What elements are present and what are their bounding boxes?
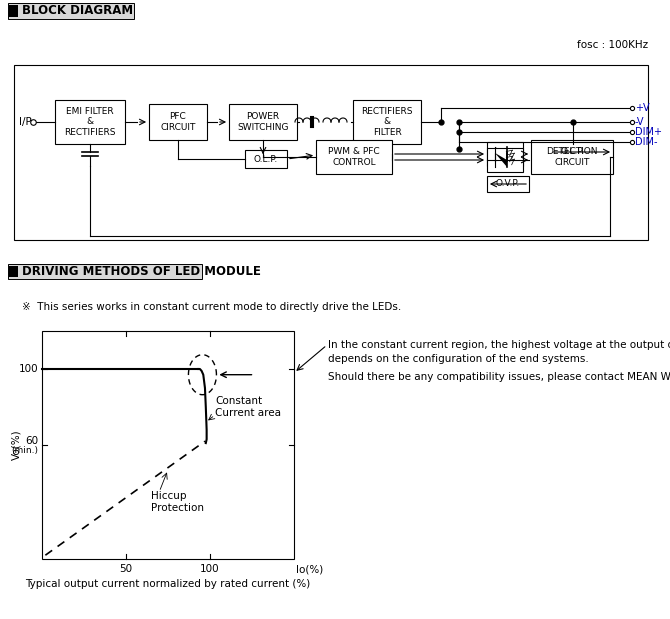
FancyBboxPatch shape (487, 148, 523, 172)
Text: 60: 60 (25, 436, 38, 446)
FancyBboxPatch shape (42, 331, 294, 559)
Text: Io(%): Io(%) (296, 564, 324, 574)
Text: POWER
SWITCHING: POWER SWITCHING (237, 112, 289, 132)
Text: fosc : 100KHz: fosc : 100KHz (577, 40, 648, 50)
Text: 100: 100 (18, 364, 38, 374)
Polygon shape (495, 153, 507, 167)
FancyBboxPatch shape (531, 140, 613, 174)
Text: Constant
Current area: Constant Current area (215, 396, 281, 418)
FancyBboxPatch shape (245, 150, 287, 168)
Text: PWM & PFC
CONTROL: PWM & PFC CONTROL (328, 147, 380, 167)
Bar (9, 5, 18, 17)
Text: Hiccup
Protection: Hiccup Protection (151, 491, 204, 513)
Text: depends on the configuration of the end systems.: depends on the configuration of the end … (328, 354, 589, 364)
Text: BLOCK DIAGRAM: BLOCK DIAGRAM (22, 4, 133, 17)
FancyBboxPatch shape (229, 104, 297, 140)
FancyBboxPatch shape (149, 104, 207, 140)
Text: DETECTION
CIRCUIT: DETECTION CIRCUIT (546, 147, 598, 167)
Text: RECTIFIERS
&
FILTER: RECTIFIERS & FILTER (361, 107, 413, 137)
Text: PFC
CIRCUIT: PFC CIRCUIT (160, 112, 196, 132)
FancyBboxPatch shape (316, 140, 392, 174)
Text: I/P: I/P (19, 117, 31, 127)
Polygon shape (495, 147, 507, 161)
FancyBboxPatch shape (55, 100, 125, 144)
Text: DIM+: DIM+ (635, 127, 662, 137)
Text: Typical output current normalized by rated current (%): Typical output current normalized by rat… (25, 579, 311, 589)
FancyBboxPatch shape (8, 264, 202, 279)
Text: DIM-: DIM- (635, 137, 657, 147)
FancyBboxPatch shape (551, 144, 595, 160)
Text: O.L.P.: O.L.P. (561, 147, 585, 157)
Text: In the constant current region, the highest voltage at the output of the driver: In the constant current region, the high… (328, 340, 670, 350)
FancyBboxPatch shape (8, 3, 134, 19)
Text: (min.): (min.) (11, 446, 38, 456)
FancyBboxPatch shape (487, 176, 529, 192)
FancyBboxPatch shape (353, 100, 421, 144)
Text: EMI FILTER
&
RECTIFIERS: EMI FILTER & RECTIFIERS (64, 107, 116, 137)
Text: +V: +V (635, 103, 650, 113)
Text: DRIVING METHODS OF LED MODULE: DRIVING METHODS OF LED MODULE (22, 265, 261, 278)
Text: O.L.P.: O.L.P. (254, 155, 278, 163)
Text: ※  This series works in constant current mode to directly drive the LEDs.: ※ This series works in constant current … (22, 302, 401, 312)
Text: O.V.P.: O.V.P. (496, 180, 520, 189)
Text: 100: 100 (200, 564, 220, 574)
Text: 50: 50 (119, 564, 133, 574)
FancyBboxPatch shape (487, 142, 523, 166)
Text: -V: -V (635, 117, 645, 127)
Text: Should there be any compatibility issues, please contact MEAN WELL.: Should there be any compatibility issues… (328, 372, 670, 382)
FancyBboxPatch shape (14, 65, 648, 240)
Text: Vo(%): Vo(%) (11, 430, 21, 461)
Bar (9, 266, 18, 277)
